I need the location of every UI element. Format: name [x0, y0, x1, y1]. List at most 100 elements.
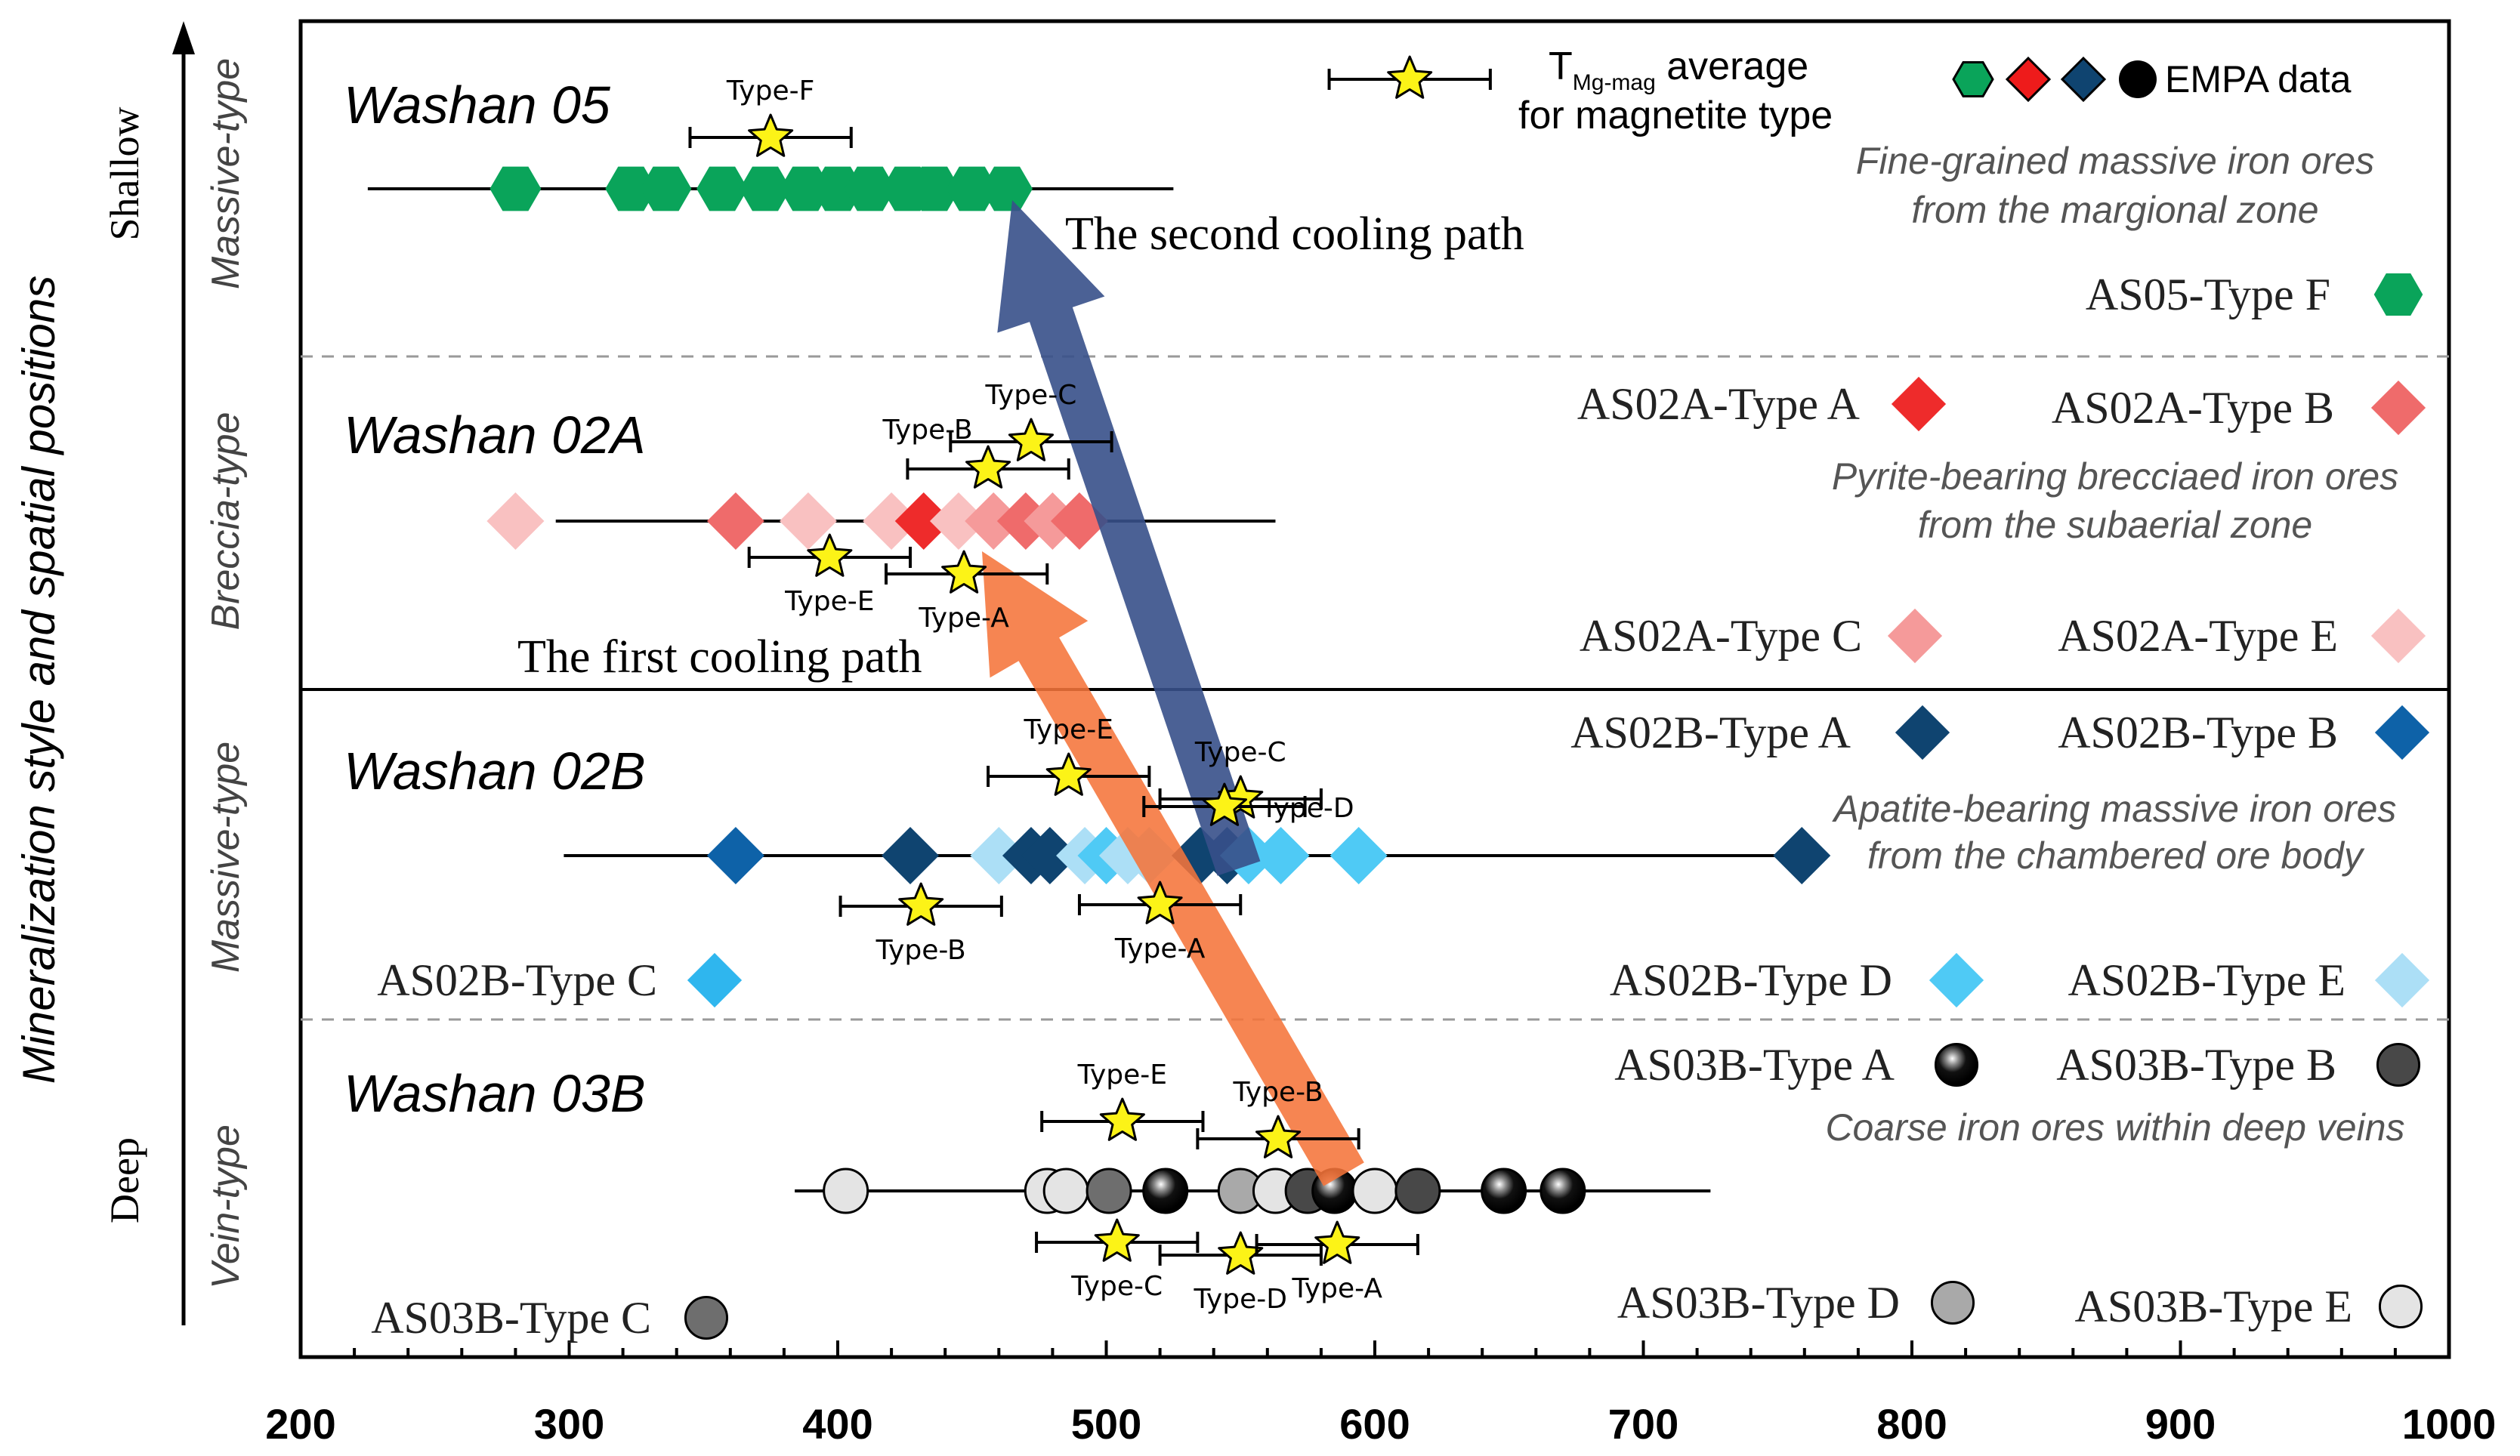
x-tick-label: 900: [2145, 1400, 2216, 1448]
data-point-02B: [1329, 827, 1388, 884]
legend-entry-label: AS02B-Type D: [1610, 955, 1892, 1005]
data-point-05: [740, 166, 791, 211]
data-point-05: [812, 166, 863, 211]
data-point-03B: [1042, 1168, 1089, 1214]
average-label: Type-A: [1114, 933, 1206, 964]
average-star: [1137, 881, 1183, 924]
average-label: Type-A: [1291, 1273, 1382, 1304]
data-point-05: [640, 166, 692, 211]
average-star: [1314, 1220, 1360, 1264]
data-point-02B: [970, 827, 1028, 884]
first-cooling-path-label: The first cooling path: [517, 631, 922, 683]
average-label: Type-B: [876, 935, 966, 966]
y-axis-title: Mineralization style and spatial positio…: [14, 276, 64, 1084]
data-point-02A: [779, 492, 837, 550]
second-cooling-path-label: The second cooling path: [1065, 208, 1524, 260]
legend-tmag-label: TMg-mag average: [1549, 45, 1808, 95]
data-point-05: [909, 166, 960, 211]
x-tick-label: 400: [802, 1400, 872, 1448]
legend-entry-label: AS02B-Type C: [377, 955, 657, 1005]
legend-empa-diamond-red: [2005, 56, 2052, 103]
average-label: Type-E: [1024, 714, 1113, 745]
mineralization-style-label: Massive-type: [204, 58, 248, 289]
group-description: Pyrite-bearing brecciaed iron ores: [1832, 455, 2398, 498]
group-title: Washan 03B: [344, 1064, 646, 1123]
group-title: Washan 02B: [344, 742, 646, 800]
legend-empa-hexagon: [1952, 61, 1994, 97]
average-star: [1094, 1218, 1140, 1262]
legend-entry-marker: [1895, 705, 1950, 760]
legend-entry-marker: [1887, 608, 1943, 664]
legend-tmag-main: T: [1549, 45, 1573, 88]
legend-entry-marker: [2378, 1284, 2423, 1329]
legend-entry-label: AS02A-Type B: [2052, 383, 2334, 433]
data-point-02A: [863, 492, 921, 550]
average-star: [748, 113, 794, 157]
legend-entry-marker: [2370, 608, 2426, 664]
data-point-02B: [1021, 827, 1079, 884]
legend-entry-label: AS05-Type F: [2086, 270, 2330, 319]
data-point-05: [946, 166, 998, 211]
average-label: Type-E: [1077, 1060, 1167, 1090]
average-label: Type-B: [882, 415, 973, 446]
legend-entry-marker: [2374, 705, 2430, 760]
group-description: Coarse iron ores within deep veins: [1825, 1106, 2404, 1149]
x-tick-label: 800: [1876, 1400, 1947, 1448]
x-tick-label: 1000: [2402, 1400, 2497, 1448]
legend-entry-marker: [1891, 376, 1947, 432]
first-cooling-path-arrow: [982, 551, 1364, 1186]
data-point-03B: [1142, 1168, 1189, 1214]
data-point-02A: [965, 492, 1023, 550]
legend-empa-diamond-blue: [2060, 56, 2107, 103]
legend-entry-marker: [2376, 1042, 2421, 1087]
legend-entry-label: AS03B-Type B: [2056, 1040, 2336, 1090]
legend-entry-label: AS02A-Type C: [1580, 611, 1862, 661]
average-label: Type-D: [1260, 793, 1354, 824]
mineralization-style-label: Massive-type: [204, 742, 248, 973]
data-point-03B: [1481, 1168, 1527, 1214]
data-point-05: [605, 166, 657, 211]
data-point-02A: [706, 492, 764, 550]
group-description: from the subaerial zone: [1918, 504, 2313, 546]
data-point-03B: [823, 1168, 869, 1214]
average-star: [1201, 782, 1247, 826]
legend-entry-label: AS03B-Type A: [1614, 1040, 1895, 1090]
data-point-02B: [881, 827, 939, 884]
data-point-02A: [486, 492, 545, 550]
average-star: [807, 533, 853, 577]
legend-average-star: [1387, 55, 1433, 99]
legend-entry-label: AS02B-Type B: [2058, 708, 2338, 757]
legend-entry-label: AS02A-Type E: [2058, 611, 2338, 661]
group-description: from the margional zone: [1911, 189, 2318, 231]
group-description: from the chambered ore body: [1867, 834, 2365, 877]
legend-entry-label: AS03B-Type E: [2075, 1282, 2352, 1331]
legend-entry-marker: [1929, 952, 1984, 1008]
average-star: [1008, 418, 1054, 461]
average-label: Type-B: [1232, 1077, 1323, 1108]
legend-entry-marker: [1934, 1042, 1979, 1087]
y-axis-deep-label: Deep: [102, 1137, 147, 1223]
x-tick-label: 700: [1608, 1400, 1678, 1448]
average-star: [1099, 1097, 1145, 1141]
average-star: [1255, 1115, 1302, 1158]
data-point-02B: [1773, 827, 1831, 884]
data-point-03B: [1539, 1168, 1586, 1214]
average-star: [898, 882, 944, 926]
data-point-02B: [706, 827, 764, 884]
legend-tmag-sub: Mg-mag: [1573, 70, 1656, 95]
data-point-05: [696, 166, 749, 211]
average-label: Type-F: [726, 76, 814, 106]
y-axis-shallow-label: Shallow: [102, 106, 147, 240]
data-point-02A: [894, 492, 953, 550]
x-tick-label: 200: [265, 1400, 335, 1448]
legend-entry-marker: [2373, 273, 2423, 316]
legend-entry-marker: [1930, 1280, 1975, 1325]
legend-entry-label: AS02A-Type A: [1577, 379, 1860, 429]
legend-empa-label: EMPA data: [2165, 58, 2352, 100]
legend-entry-marker: [2374, 952, 2430, 1008]
mineralization-style-label: Vein-type: [204, 1124, 248, 1289]
y-axis-arrowhead: [172, 21, 195, 54]
average-label: Type-A: [918, 603, 1009, 634]
average-label: Type-D: [1194, 1284, 1287, 1315]
